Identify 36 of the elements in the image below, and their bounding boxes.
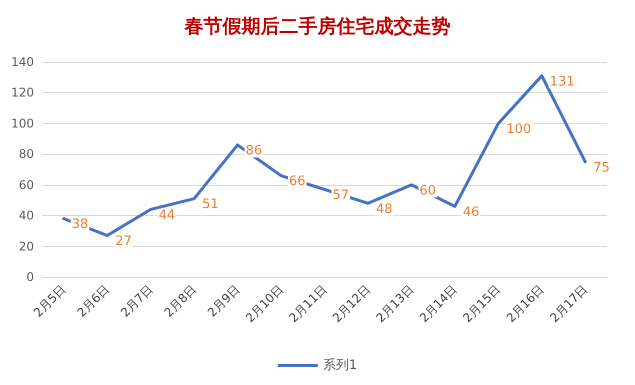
y-tick-label: 60 [18,178,34,192]
x-tick-label: 2月11日 [286,282,330,326]
data-label: 27 [115,234,132,250]
y-tick-label: 140 [11,55,34,69]
y-tick-label: 0 [26,270,34,284]
data-label: 66 [289,174,306,190]
data-label: 44 [158,208,176,223]
x-tick-label: 2月15日 [460,282,504,326]
x-tick-label: 2月17日 [547,282,590,326]
data-label: 57 [332,188,350,203]
x-tick-label: 2月12日 [330,282,373,326]
data-label: 86 [246,143,262,158]
data-label: 131 [550,74,575,90]
x-tick-label: 2月10日 [242,282,286,326]
data-label: 48 [376,202,393,217]
y-tick-label: 120 [11,86,34,100]
x-tick-label: 2月13日 [373,282,416,326]
x-tick-label: 2月6日 [74,282,112,320]
data-label: 75 [593,160,610,176]
y-tick-label: 20 [18,239,34,254]
x-tick-label: 2月16日 [504,282,547,326]
chart-title: 春节假期后二手房住宅成交走势 [184,16,450,38]
data-label: 51 [202,197,219,212]
y-tick-label: 100 [11,116,34,130]
data-label: 46 [462,204,480,220]
data-label: 100 [506,122,532,137]
data-label: 60 [419,183,436,198]
x-tick-label: 2月14日 [416,282,460,326]
x-tick-label: 2月5日 [31,282,69,320]
x-tick-label: 2月8日 [161,282,200,320]
y-tick-label: 40 [18,208,34,223]
data-label: 38 [72,217,88,232]
x-tick-label: 2月9日 [204,282,243,320]
y-tick-label: 80 [18,147,34,162]
legend-label: 系列1 [322,358,358,373]
x-tick-label: 2月7日 [118,282,156,320]
